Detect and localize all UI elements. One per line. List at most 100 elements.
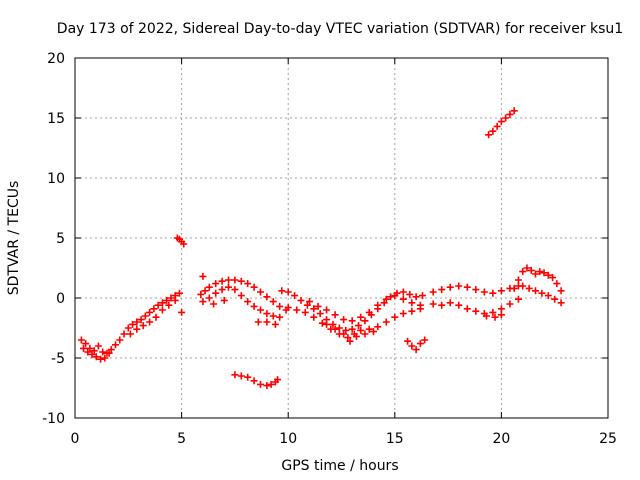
data-point (438, 286, 446, 294)
data-point (519, 282, 527, 290)
data-point (412, 293, 420, 301)
data-point (274, 376, 282, 384)
series-early-morning-lower (80, 296, 179, 363)
data-point (88, 350, 96, 358)
data-point (112, 341, 120, 349)
data-point (361, 330, 369, 338)
data-point (482, 312, 490, 320)
data-point (331, 311, 339, 319)
data-point (399, 295, 407, 303)
data-point (263, 293, 271, 301)
series-evening-lower (519, 282, 565, 307)
data-point (158, 299, 166, 307)
data-point (141, 312, 149, 320)
data-point (538, 289, 546, 297)
data-point (331, 325, 339, 333)
data-point (380, 299, 388, 307)
data-point (284, 304, 292, 312)
data-point (472, 307, 480, 315)
data-point (335, 324, 343, 332)
data-point (557, 299, 565, 307)
data-point (429, 300, 437, 308)
data-point (382, 318, 390, 326)
data-point (293, 306, 301, 314)
data-point (163, 296, 171, 304)
series-spike-5h (173, 234, 188, 248)
data-point (497, 287, 505, 295)
data-point (271, 320, 279, 328)
data-point (244, 280, 252, 288)
data-point (532, 270, 540, 278)
data-point (256, 380, 264, 388)
series-afternoon-low (482, 311, 505, 321)
data-point (510, 284, 518, 292)
data-point (171, 296, 179, 304)
data-point (250, 377, 258, 385)
data-point (549, 274, 557, 282)
data-point (129, 320, 137, 328)
data-point (340, 316, 348, 324)
data-point (491, 313, 499, 321)
data-point (399, 288, 407, 296)
y-tick-label: -10 (42, 411, 65, 427)
data-point (323, 306, 331, 314)
data-point (178, 308, 186, 316)
data-point (165, 301, 173, 309)
series-early-morning (77, 289, 183, 357)
data-point (152, 313, 160, 321)
data-point (167, 294, 175, 302)
data-point (205, 294, 213, 302)
data-point (150, 305, 158, 313)
data-point (352, 332, 360, 340)
data-point (323, 320, 331, 328)
y-tick-label: 15 (47, 111, 65, 127)
data-point (269, 298, 277, 306)
data-point (421, 336, 429, 344)
chart-title: Day 173 of 2022, Sidereal Day-to-day VTE… (57, 21, 623, 37)
data-point (269, 312, 277, 320)
data-point (544, 271, 552, 279)
data-point (480, 288, 488, 296)
data-point (197, 290, 205, 298)
data-point (536, 268, 544, 276)
data-point (527, 266, 535, 274)
data-point (361, 317, 369, 325)
data-point (82, 340, 90, 348)
data-point (540, 269, 548, 277)
data-point (551, 295, 559, 303)
data-point (201, 287, 209, 295)
data-point (318, 319, 326, 327)
data-point (455, 301, 463, 309)
data-point (225, 283, 233, 291)
data-point (276, 313, 284, 321)
series-midday-middle (306, 292, 424, 325)
data-point (77, 336, 85, 344)
data-point (284, 288, 292, 296)
data-point (116, 336, 124, 344)
data-point (519, 268, 527, 276)
data-point (497, 305, 505, 313)
data-point (489, 308, 497, 316)
data-point (544, 292, 552, 300)
y-tick-label: 0 (56, 291, 65, 307)
data-point (408, 342, 416, 350)
series-morning-arc-start (199, 272, 279, 328)
data-point (263, 318, 271, 326)
data-point (218, 277, 226, 285)
data-point (212, 289, 220, 297)
data-point (532, 287, 540, 295)
data-point (256, 306, 264, 314)
data-point (133, 325, 141, 333)
data-point (231, 371, 239, 379)
data-point (120, 330, 128, 338)
data-point (310, 305, 318, 313)
data-point (497, 311, 505, 319)
data-point (329, 320, 337, 328)
data-point (126, 330, 134, 338)
data-point (357, 326, 365, 334)
data-point (244, 298, 252, 306)
data-point (278, 287, 286, 295)
data-point (506, 300, 514, 308)
data-points (77, 107, 565, 390)
data-point (220, 296, 228, 304)
